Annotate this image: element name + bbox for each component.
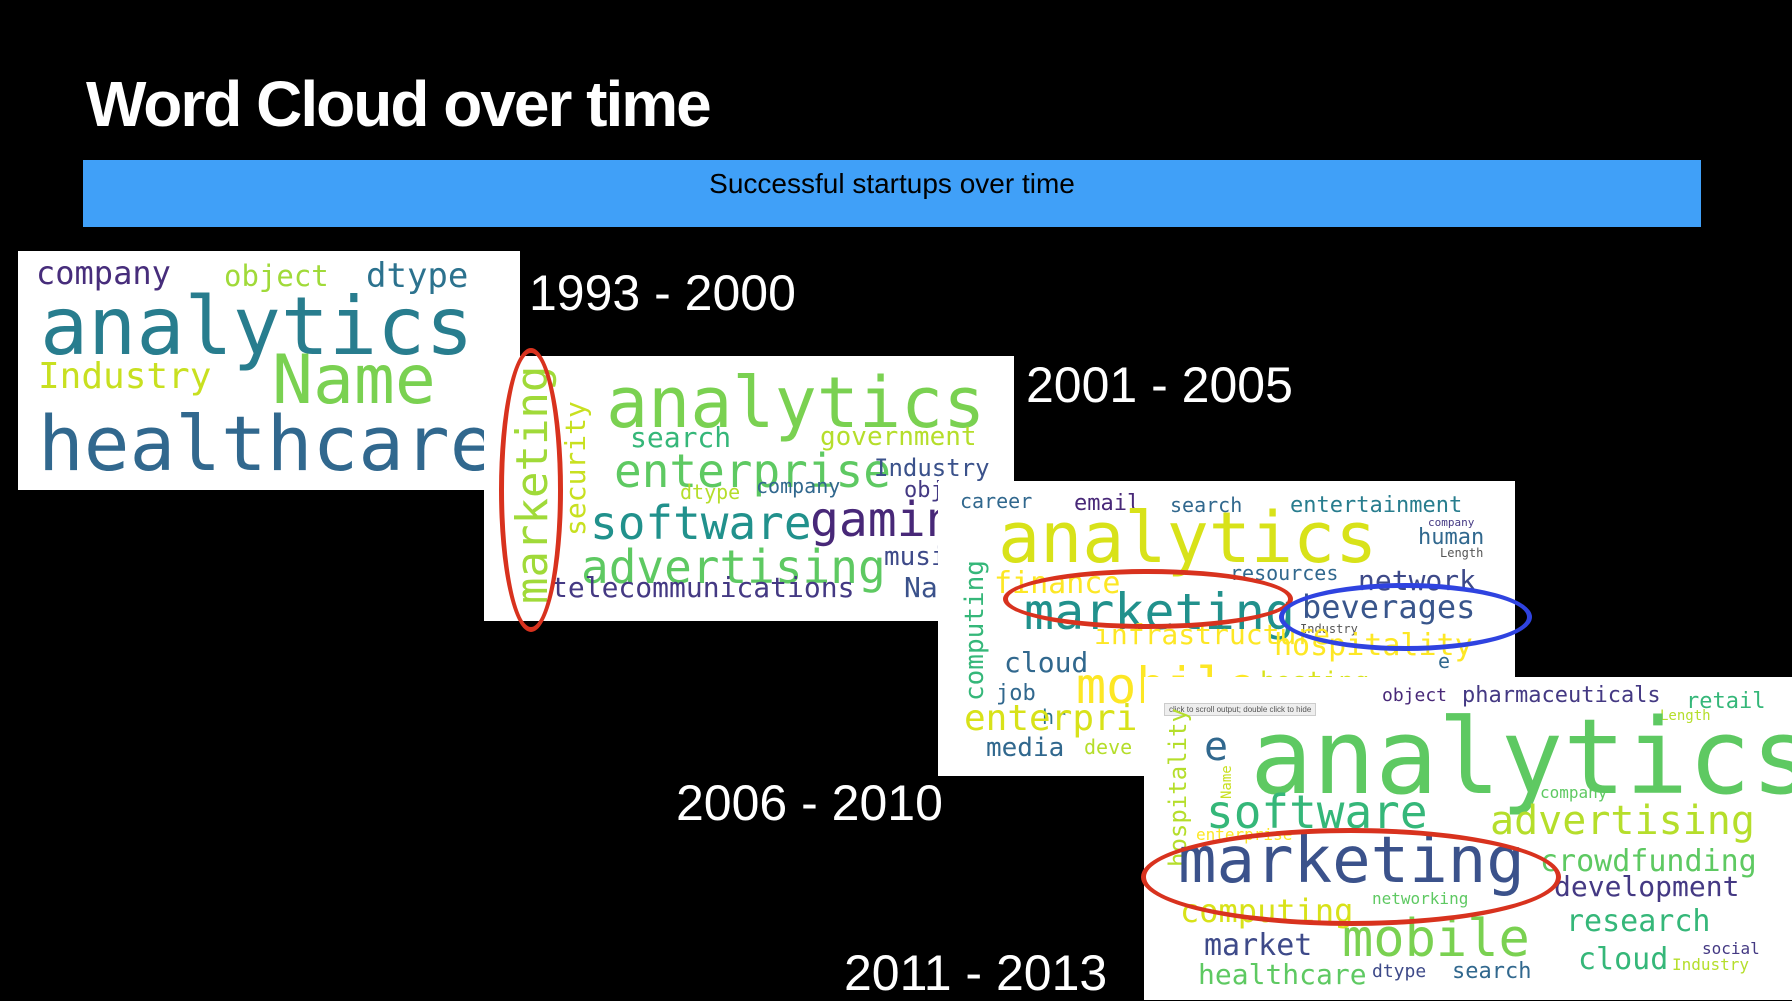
word: enterpri	[964, 698, 1138, 739]
word: analytics	[1250, 696, 1792, 818]
word: analytics	[40, 280, 474, 373]
word: advertising	[581, 540, 886, 594]
word: enterprise	[614, 444, 891, 498]
period-label-2001-2005: 2001 - 2005	[1026, 357, 1293, 413]
word: object	[1382, 685, 1448, 706]
word: company	[756, 474, 841, 498]
word: musi	[884, 542, 947, 572]
word: entertainment	[1290, 493, 1463, 518]
word: market	[1204, 928, 1313, 963]
word-cloud-2001-2005: marketing security analytics search gove…	[484, 356, 1014, 621]
word: Name	[272, 341, 436, 420]
word: resources	[1230, 561, 1339, 585]
period-label-2011-2013: 2011 - 2013	[844, 945, 1108, 1001]
word: software	[1206, 785, 1428, 839]
period-label-1993-2000: 1993 - 2000	[529, 265, 796, 321]
word: obj	[904, 478, 944, 503]
word: cloud	[1578, 942, 1669, 977]
marketing-highlight-ellipse	[499, 348, 563, 632]
word: Industry	[1672, 955, 1750, 974]
word: company	[36, 254, 171, 292]
word: Industry	[874, 454, 990, 482]
word: human	[1418, 525, 1485, 550]
word: search	[1170, 493, 1243, 517]
word: company	[1428, 516, 1475, 529]
word: cloud	[1004, 646, 1089, 679]
word: gamin	[810, 492, 955, 548]
banner-text: Successful startups over time	[709, 168, 1075, 199]
word: e	[1438, 649, 1451, 673]
word: analytics	[998, 497, 1378, 579]
word: development	[1554, 870, 1740, 903]
word: company	[1540, 783, 1608, 802]
word: advertising	[1490, 798, 1755, 844]
word-cloud-1993-2000: company object dtype analytics Industry …	[18, 251, 520, 490]
word: social	[1702, 939, 1760, 958]
word: research	[1566, 904, 1711, 939]
word: hr	[1042, 705, 1067, 729]
word: government	[820, 422, 977, 452]
word: retail	[1686, 689, 1766, 714]
word: analytics	[606, 362, 986, 444]
word: telecommunications	[551, 571, 855, 604]
word: Length	[1660, 708, 1711, 724]
subtitle-banner: Successful startups over time	[83, 160, 1701, 227]
word: e	[1204, 724, 1229, 770]
slide-title: Word Cloud over time	[86, 68, 712, 140]
word: search	[1452, 959, 1532, 984]
marketing-highlight-ellipse	[1141, 828, 1561, 926]
word: email	[1074, 491, 1141, 516]
word: security	[559, 401, 592, 536]
word: dtype	[680, 480, 741, 504]
word: healthcare	[1198, 958, 1367, 991]
word: software	[590, 496, 812, 550]
word: Length	[1440, 546, 1484, 560]
word: healthcare	[38, 399, 496, 488]
word: job	[996, 681, 1036, 706]
word: career	[960, 489, 1033, 513]
word: search	[630, 421, 732, 454]
word: dtype	[1372, 961, 1427, 982]
word: media	[986, 733, 1065, 763]
word: computing	[960, 560, 990, 701]
period-label-2006-2010: 2006 - 2010	[676, 775, 943, 831]
scroll-output-tooltip[interactable]: click to scroll output; double click to …	[1164, 703, 1317, 716]
word: object	[224, 259, 329, 293]
beverages-highlight-ellipse	[1279, 583, 1532, 651]
word: dtype	[366, 256, 469, 296]
word: crowdfunding	[1540, 844, 1757, 879]
word: pharmaceuticals	[1462, 683, 1661, 708]
word: deve	[1084, 735, 1133, 759]
word: Industry	[38, 356, 212, 397]
marketing-highlight-ellipse	[1003, 569, 1293, 629]
